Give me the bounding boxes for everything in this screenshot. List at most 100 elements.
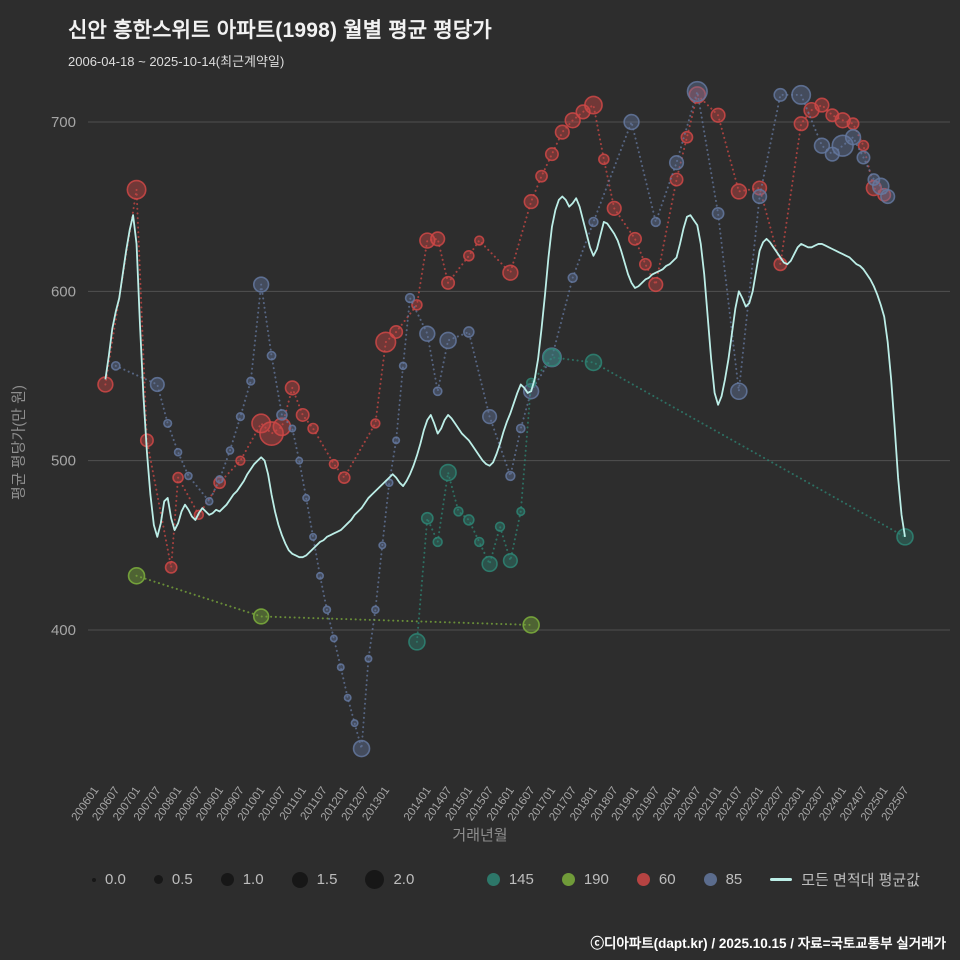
data-bubble[interactable]: [404, 292, 416, 304]
data-bubble[interactable]: [392, 436, 401, 445]
size-legend-item-4[interactable]: 2.0: [365, 870, 414, 889]
data-bubble[interactable]: [606, 200, 622, 216]
data-bubble[interactable]: [288, 424, 297, 433]
price-scatter-chart[interactable]: 400 500 600 700 2006012006072007012007072008…: [0, 74, 960, 824]
data-bubble[interactable]: [110, 360, 121, 371]
data-bubble[interactable]: [328, 458, 340, 470]
data-bubble[interactable]: [831, 134, 854, 157]
data-bubble[interactable]: [554, 124, 570, 140]
data-bubble[interactable]: [309, 532, 318, 541]
series-legend-item-avg-line[interactable]: 모든 면적대 평균값: [770, 869, 920, 890]
data-bubble[interactable]: [259, 421, 284, 446]
data-bubble[interactable]: [567, 272, 578, 283]
data-bubble[interactable]: [389, 324, 404, 339]
data-bubble[interactable]: [474, 536, 485, 548]
data-bubble[interactable]: [364, 654, 373, 663]
data-bubble[interactable]: [522, 616, 540, 634]
data-bubble[interactable]: [730, 382, 748, 401]
series-legend-item-190[interactable]: 190: [561, 871, 609, 888]
data-bubble[interactable]: [307, 422, 319, 435]
data-bubble[interactable]: [834, 112, 851, 129]
data-bubble[interactable]: [126, 179, 147, 200]
data-bubble[interactable]: [204, 497, 214, 506]
data-bubble[interactable]: [650, 216, 661, 228]
data-bubble[interactable]: [856, 150, 871, 165]
data-bubble[interactable]: [453, 506, 464, 517]
series-legend-item-145[interactable]: 145: [486, 871, 534, 888]
data-bubble[interactable]: [164, 560, 178, 574]
data-bubble[interactable]: [252, 608, 270, 625]
data-bubble[interactable]: [398, 361, 408, 371]
data-bubble[interactable]: [710, 107, 726, 123]
data-bubble[interactable]: [523, 193, 539, 210]
size-legend-item-1[interactable]: 0.5: [153, 871, 193, 888]
size-legend-item-2[interactable]: 1.0: [220, 871, 264, 888]
data-bubble[interactable]: [482, 409, 498, 425]
data-bubble[interactable]: [266, 350, 277, 361]
data-bubble[interactable]: [584, 95, 603, 115]
data-bubble[interactable]: [295, 407, 310, 422]
data-bubble[interactable]: [793, 116, 809, 132]
data-bubble[interactable]: [494, 521, 506, 532]
data-bubble[interactable]: [295, 456, 304, 465]
data-bubble[interactable]: [215, 474, 224, 484]
data-bubble[interactable]: [686, 80, 708, 103]
series-legend-item-85[interactable]: 85: [703, 871, 742, 888]
data-bubble[interactable]: [235, 412, 245, 422]
data-bubble[interactable]: [623, 113, 640, 131]
data-bubble[interactable]: [813, 137, 831, 154]
data-bubble[interactable]: [648, 276, 664, 293]
data-bubble[interactable]: [515, 423, 526, 434]
data-bubble[interactable]: [272, 417, 292, 437]
data-bubble[interactable]: [502, 552, 518, 569]
size-legend-item-0[interactable]: 0.0: [92, 871, 126, 888]
data-bubble[interactable]: [773, 87, 788, 102]
data-bubble[interactable]: [791, 84, 812, 105]
data-bubble[interactable]: [343, 693, 352, 702]
data-bubble[interactable]: [252, 276, 270, 293]
data-bubble[interactable]: [502, 264, 519, 281]
data-bubble[interactable]: [127, 567, 146, 585]
data-bubble[interactable]: [432, 386, 443, 397]
data-bubble[interactable]: [564, 112, 581, 129]
data-bubble[interactable]: [481, 555, 498, 573]
data-bubble[interactable]: [432, 536, 443, 548]
data-bubble[interactable]: [302, 493, 311, 502]
data-bubble[interactable]: [880, 188, 896, 205]
data-bubble[interactable]: [680, 130, 694, 144]
data-bubble[interactable]: [844, 129, 862, 146]
data-bubble[interactable]: [638, 257, 652, 271]
data-bubble[interactable]: [384, 478, 394, 487]
data-bubble[interactable]: [149, 376, 165, 393]
data-bubble[interactable]: [375, 331, 397, 353]
data-bubble[interactable]: [378, 541, 387, 550]
data-bubble[interactable]: [463, 249, 475, 262]
data-bubble[interactable]: [474, 235, 485, 246]
data-bubble[interactable]: [419, 325, 436, 342]
data-bubble[interactable]: [752, 188, 768, 205]
data-bubble[interactable]: [846, 117, 860, 131]
data-bubble[interactable]: [337, 471, 351, 484]
data-bubble[interactable]: [669, 172, 684, 187]
data-bubble[interactable]: [173, 447, 183, 457]
data-bubble[interactable]: [463, 514, 475, 526]
data-bubble[interactable]: [575, 104, 591, 120]
data-bubble[interactable]: [370, 418, 381, 429]
data-bubble[interactable]: [235, 455, 246, 466]
data-bubble[interactable]: [246, 376, 256, 386]
data-bubble[interactable]: [284, 380, 300, 396]
series-legend-item-60[interactable]: 60: [636, 871, 676, 888]
data-bubble[interactable]: [352, 739, 371, 758]
data-bubble[interactable]: [544, 147, 559, 162]
data-bubble[interactable]: [172, 471, 184, 484]
data-bubble[interactable]: [439, 331, 457, 350]
data-bubble[interactable]: [441, 275, 456, 290]
data-bubble[interactable]: [896, 528, 914, 546]
data-bubble[interactable]: [730, 183, 748, 200]
data-bubble[interactable]: [163, 418, 173, 429]
data-bubble[interactable]: [867, 173, 881, 186]
data-bubble[interactable]: [315, 571, 324, 580]
data-bubble[interactable]: [184, 471, 193, 481]
size-legend-item-3[interactable]: 1.5: [291, 871, 337, 888]
data-bubble[interactable]: [814, 97, 830, 113]
